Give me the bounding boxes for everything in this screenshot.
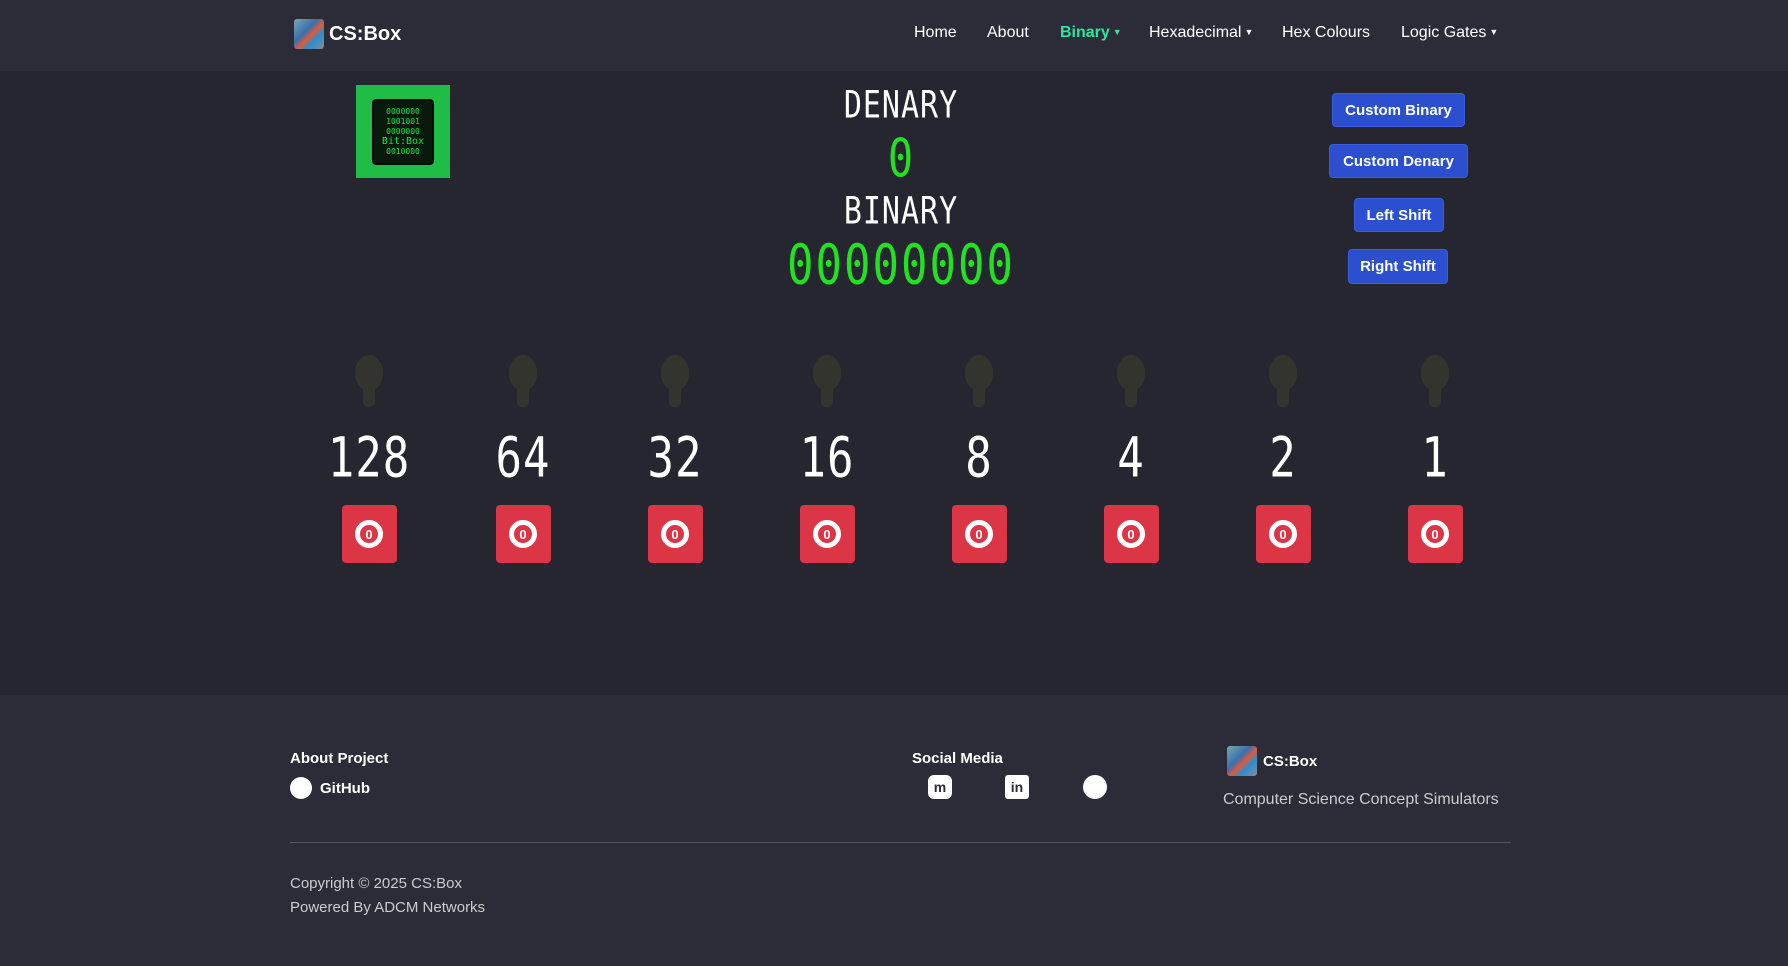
custom-binary-button[interactable]: Custom Binary bbox=[1332, 93, 1465, 127]
place-value: 8 bbox=[965, 426, 993, 491]
nav-binary-label: Binary bbox=[1060, 24, 1110, 41]
denary-value: 0 bbox=[887, 127, 915, 190]
bit-column: 16 0 bbox=[767, 355, 887, 563]
denary-label: DENARY bbox=[843, 83, 959, 128]
lightbulb-icon bbox=[354, 355, 384, 415]
footer: About Project GitHub Social Media m in C… bbox=[0, 695, 1788, 966]
brand-link[interactable]: CS:Box bbox=[294, 19, 401, 49]
social-media-heading: Social Media bbox=[912, 750, 1003, 767]
nav-logic-gates-label: Logic Gates bbox=[1401, 24, 1487, 41]
lightbulb-icon bbox=[1116, 355, 1146, 415]
custom-denary-button[interactable]: Custom Denary bbox=[1329, 144, 1468, 178]
bit-column: 4 0 bbox=[1071, 355, 1191, 563]
place-value: 1 bbox=[1421, 426, 1449, 491]
csbox-logo-icon bbox=[294, 19, 324, 49]
bit-column: 128 0 bbox=[309, 355, 429, 563]
bit-column: 64 0 bbox=[463, 355, 583, 563]
github-icon[interactable] bbox=[1083, 775, 1107, 799]
footer-brand-text: CS:Box bbox=[1263, 752, 1318, 770]
bit-state: 0 bbox=[813, 520, 841, 548]
lightbulb-icon bbox=[508, 355, 538, 415]
bit-state: 0 bbox=[1421, 520, 1449, 548]
lightbulb-icon bbox=[1268, 355, 1298, 415]
caret-down-icon: ▼ bbox=[1489, 27, 1499, 37]
bit-toggle-button[interactable]: 0 bbox=[1255, 505, 1311, 563]
right-shift-button[interactable]: Right Shift bbox=[1348, 249, 1448, 284]
bit-state: 0 bbox=[355, 520, 383, 548]
nav-logic-gates[interactable]: Logic Gates ▼ bbox=[1401, 24, 1498, 42]
github-icon bbox=[290, 777, 312, 799]
github-link-text: GitHub bbox=[320, 779, 370, 797]
navbar: CS:Box Home About Binary ▼ Hexadecimal ▼ H… bbox=[0, 0, 1788, 71]
caret-down-icon: ▼ bbox=[1112, 27, 1122, 37]
bit-state: 0 bbox=[661, 520, 689, 548]
bit-state: 0 bbox=[509, 520, 537, 548]
nav-hexadecimal-label: Hexadecimal bbox=[1149, 24, 1242, 41]
bitbox-logo: 0000000 1001001 0000000 Bit:Box 0010000 bbox=[356, 85, 450, 178]
binary-label: BINARY bbox=[843, 189, 959, 234]
binary-value: 00000000 bbox=[787, 233, 1015, 298]
nav-hex-colours[interactable]: Hex Colours bbox=[1282, 24, 1371, 41]
place-value: 4 bbox=[1117, 426, 1145, 491]
csbox-logo-icon bbox=[1227, 746, 1257, 776]
nav-home[interactable]: Home bbox=[914, 24, 957, 41]
place-value: 128 bbox=[327, 426, 411, 491]
mastodon-icon[interactable]: m bbox=[928, 775, 952, 799]
nav-about[interactable]: About bbox=[987, 24, 1029, 41]
bit-toggle-button[interactable]: 0 bbox=[799, 505, 855, 563]
bit-state: 0 bbox=[1117, 520, 1145, 548]
nav-binary[interactable]: Binary ▼ bbox=[1060, 24, 1122, 42]
bit-toggle-button[interactable]: 0 bbox=[341, 505, 397, 563]
bit-state: 0 bbox=[1269, 520, 1297, 548]
lightbulb-icon bbox=[660, 355, 690, 415]
footer-brand: CS:Box bbox=[1227, 746, 1317, 776]
bit-column: 2 0 bbox=[1223, 355, 1343, 563]
left-shift-button[interactable]: Left Shift bbox=[1354, 198, 1444, 232]
bit-state: 0 bbox=[965, 520, 993, 548]
tagline: Computer Science Concept Simulators bbox=[1223, 791, 1499, 808]
lightbulb-icon bbox=[812, 355, 842, 415]
lightbulb-icon bbox=[964, 355, 994, 415]
bit-column: 8 0 bbox=[919, 355, 1039, 563]
lightbulb-icon bbox=[1420, 355, 1450, 415]
bit-toggle-button[interactable]: 0 bbox=[647, 505, 703, 563]
powered-by: Powered By ADCM Networks bbox=[290, 899, 486, 916]
place-value: 32 bbox=[647, 426, 703, 491]
brand-text: CS:Box bbox=[329, 22, 402, 45]
linkedin-icon[interactable]: in bbox=[1005, 775, 1029, 799]
copyright: Copyright © 2025 CS:Box bbox=[290, 875, 462, 892]
bit-column: 1 0 bbox=[1375, 355, 1495, 563]
bit-toggle-button[interactable]: 0 bbox=[1103, 505, 1159, 563]
bit-toggle-button[interactable]: 0 bbox=[1407, 505, 1463, 563]
bit-toggle-button[interactable]: 0 bbox=[495, 505, 551, 563]
nav-hexadecimal[interactable]: Hexadecimal ▼ bbox=[1149, 24, 1253, 42]
caret-down-icon: ▼ bbox=[1244, 27, 1254, 37]
place-value: 2 bbox=[1269, 426, 1297, 491]
divider bbox=[290, 842, 1511, 843]
bit-toggle-button[interactable]: 0 bbox=[951, 505, 1007, 563]
place-value: 16 bbox=[799, 426, 855, 491]
about-project-heading: About Project bbox=[290, 750, 389, 767]
bit-column: 32 0 bbox=[615, 355, 735, 563]
github-link[interactable]: GitHub bbox=[290, 777, 370, 799]
place-value: 64 bbox=[495, 426, 551, 491]
